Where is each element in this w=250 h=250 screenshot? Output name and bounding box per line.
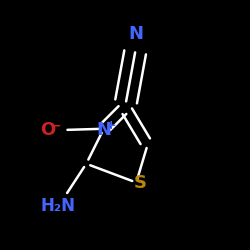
Text: O: O: [40, 121, 56, 139]
Text: −: −: [50, 119, 61, 132]
Text: N: N: [96, 121, 111, 139]
Text: N: N: [129, 25, 144, 43]
Text: H₂N: H₂N: [40, 197, 75, 215]
Text: +: +: [106, 119, 117, 132]
Text: S: S: [134, 174, 146, 192]
